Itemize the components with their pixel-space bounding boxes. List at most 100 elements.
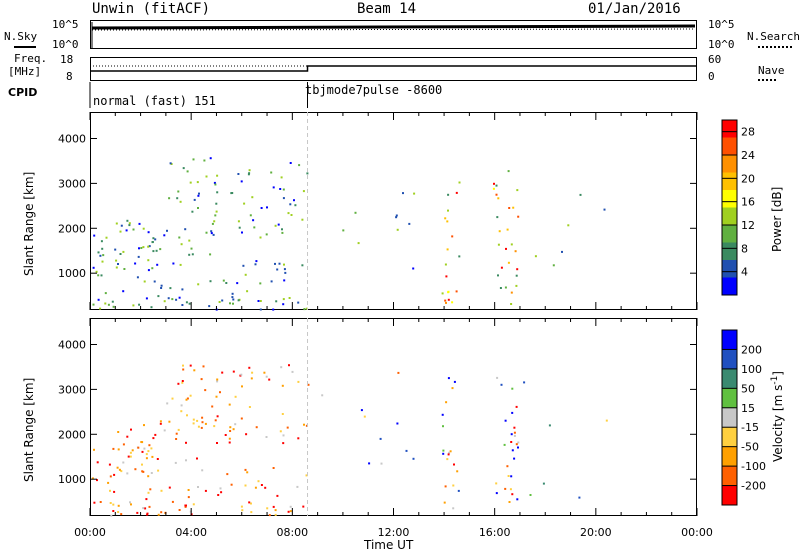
scatter-point-p1 [289,510,292,513]
scatter-point-p0 [100,240,103,243]
scatter-point-p0 [282,188,285,191]
ytick-label-p0-0: 1000 [58,267,86,280]
velocity-colorbar-label-1: 100 [741,363,762,376]
scatter-point-p0 [172,262,175,265]
scatter-point-p1 [232,370,235,373]
scatter-point-p1 [99,501,102,503]
scatter-point-p1 [168,420,171,423]
scatter-point-p0 [413,192,416,195]
scatter-point-p1 [171,500,174,503]
scatter-point-p1 [296,485,299,488]
ytick-label-p0-3: 4000 [58,132,86,145]
scatter-point-p1 [200,426,203,429]
scatter-point-p1 [96,479,98,482]
scatter-point-p1 [157,469,160,472]
scatter-point-p0 [197,283,200,286]
scatter-point-p1 [130,428,132,431]
scatter-point-p0 [260,207,263,209]
noise-sky-underline [14,46,36,48]
scatter-point-p1 [248,366,251,369]
scatter-point-p0 [297,301,300,304]
velocity-colorbar-swatch-5 [722,427,737,448]
scatter-point-p0 [279,188,282,190]
scatter-point-p0 [259,308,262,311]
scatter-point-p0 [579,193,582,196]
xtick-label-5: 20:00 [580,526,612,539]
scatter-point-p1 [216,378,219,381]
scatter-point-p0 [101,260,104,263]
scatter-point-p1 [93,501,96,504]
power-colorbar-label-4: 20 [741,172,755,185]
scatter-point-p0 [191,253,194,256]
scatter-point-p0 [515,284,518,287]
scatter-point-p0 [278,262,281,265]
power-colorbar-swatch-1 [722,137,737,156]
scatter-point-p0 [111,300,114,303]
scatter-point-p0 [198,192,200,195]
scatter-point-p1 [268,514,271,517]
scatter-point-p1 [219,487,222,490]
scatter-point-p1 [147,450,150,453]
scatter-point-p1 [263,371,266,374]
scatter-point-p0 [282,303,285,306]
scatter-point-p0 [175,298,178,301]
scatter-point-p0 [150,306,153,309]
scatter-point-p1 [193,369,196,372]
scatter-point-p1 [216,380,219,383]
freq-line [90,65,697,72]
scatter-point-p0 [189,181,192,184]
scatter-point-p0 [176,197,179,200]
scatter-point-p0 [117,263,119,265]
scatter-point-p0 [446,248,449,251]
scatter-point-p1 [503,443,506,446]
scatter-point-p0 [101,247,104,250]
nave-underline [758,79,776,81]
scatter-point-p1 [211,405,214,408]
scatter-point-p1 [214,419,217,422]
scatter-point-p1 [219,391,221,394]
beam-title: Beam 14 [357,1,417,17]
scatter-point-p1 [144,507,147,510]
scatter-point-p0 [244,273,247,276]
scatter-point-p1 [160,511,163,514]
scatter-point-p0 [212,233,215,236]
scatter-point-p0 [270,280,273,283]
scatter-point-p1 [142,470,145,473]
scatter-point-p1 [109,475,112,478]
scatter-point-p0 [272,186,275,189]
scatter-point-p1 [213,425,216,428]
scatter-point-p0 [500,266,503,269]
scatter-point-p0 [104,292,107,295]
noise-sky-line [91,24,696,30]
scatter-point-p0 [249,214,252,217]
scatter-point-p0 [122,250,125,253]
scatter-point-p0 [214,214,217,217]
scatter-point-p0 [251,196,254,199]
scatter-point-p1 [152,437,155,440]
scatter-point-p0 [455,290,458,293]
scatter-point-p1 [127,455,130,458]
scatter-point-p0 [208,305,211,308]
scatter-point-p1 [192,422,195,425]
scatter-point-p0 [445,301,447,304]
scatter-point-p0 [213,181,216,184]
scatter-point-p0 [275,300,278,303]
scatter-point-p1 [108,463,111,466]
scatter-point-p1 [523,381,526,384]
scatter-point-p1 [130,503,132,506]
scatter-point-p1 [112,510,115,512]
noise-search-underline [758,46,792,48]
scatter-point-p0 [203,159,206,162]
scatter-point-p0 [163,234,166,237]
scatter-point-p0 [265,233,268,236]
scatter-point-p1 [134,468,137,471]
scatter-point-p0 [514,250,517,253]
scatter-point-p1 [196,457,198,460]
scatter-point-p0 [237,173,240,175]
scatter-point-p0 [180,243,183,246]
scatter-point-p0 [120,224,123,227]
scatter-point-p0 [188,253,191,256]
scatter-point-p1 [495,482,498,485]
scatter-point-p0 [184,228,187,231]
scatter-point-p0 [197,194,200,197]
